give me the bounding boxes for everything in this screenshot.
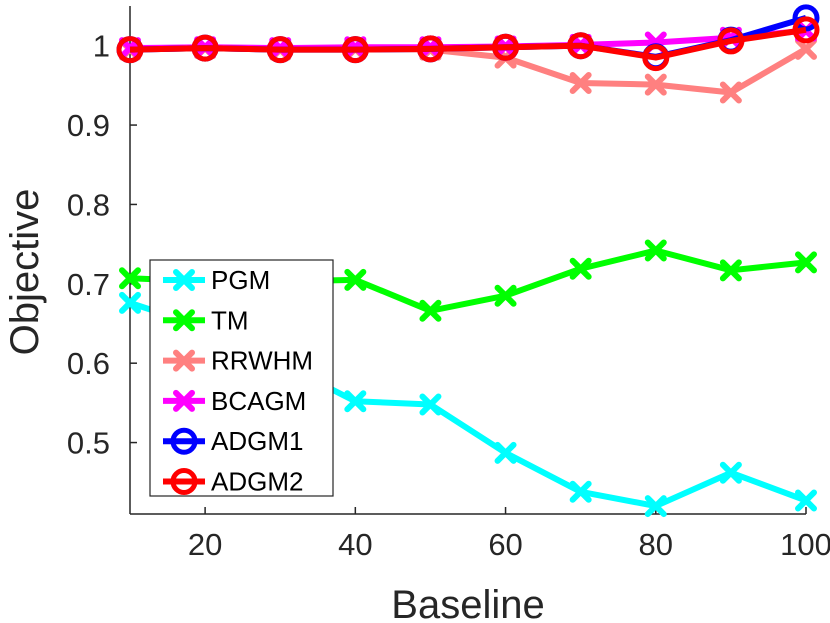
x-axis-label: Baseline (391, 583, 544, 623)
data-point-tm (795, 251, 817, 274)
legend-box (149, 259, 334, 497)
legend-item-tm: TM (163, 305, 249, 335)
data-point-pgm (119, 291, 141, 314)
legend-marker (173, 309, 195, 332)
data-point-adgm2 (191, 34, 219, 62)
legend-marker (173, 349, 195, 372)
data-point-pgm (644, 495, 667, 518)
axes: 20 40 60 80 100 0.5 0.6 0.7 0.8 0.9 1 (67, 6, 830, 562)
series-line-adgm2 (129, 26, 807, 61)
data-point-rrwhm (795, 37, 817, 60)
y-tick-label: 0.7 (67, 267, 110, 302)
legend-item-pgm: PGM (163, 265, 270, 295)
y-axis-label: Objective (3, 189, 47, 356)
data-point-tm (119, 267, 141, 290)
data-point-tm (569, 257, 592, 280)
y-tick-label: 0.5 (67, 426, 110, 461)
data-point-rrwhm (644, 73, 667, 96)
legend-label: ADGM1 (211, 426, 303, 456)
legend-item-adgm2: ADGM2 (163, 467, 303, 497)
legend-marker (170, 427, 198, 455)
x-tick-label: 60 (488, 527, 522, 562)
data-point-tm (494, 284, 517, 307)
data-point-adgm2 (416, 35, 444, 63)
data-point-adgm2 (567, 32, 595, 60)
x-tick-label: 20 (188, 527, 222, 562)
data-point-rrwhm (569, 71, 592, 94)
legend: PGM TM RRWHM BCAGM ADGM1 ADGM2 (149, 259, 334, 497)
y-tick-label: 1 (93, 29, 110, 64)
legend-item-rrwhm: RRWHM (163, 346, 313, 376)
legend-label: BCAGM (211, 386, 306, 416)
data-point-adgm2 (266, 36, 294, 64)
data-point-pgm (419, 393, 442, 416)
x-tick-label: 100 (780, 527, 830, 562)
legend-item-bcagm: BCAGM (163, 386, 306, 416)
legend-label: ADGM2 (211, 467, 303, 497)
data-point-adgm2 (792, 16, 820, 44)
legend-marker (173, 389, 195, 412)
data-point-tm (719, 259, 742, 282)
data-point-pgm (344, 390, 367, 413)
y-tick-label: 0.9 (67, 108, 110, 143)
data-point-adgm2 (642, 44, 670, 72)
data-point-pgm (719, 461, 742, 484)
data-point-pgm (494, 441, 517, 464)
data-point-pgm (569, 480, 592, 503)
legend-marker (173, 269, 195, 291)
data-point-adgm2 (116, 36, 144, 64)
data-point-adgm2 (717, 27, 745, 55)
series-adgm2 (116, 16, 820, 72)
data-point-adgm2 (492, 33, 520, 61)
data-point-pgm (795, 489, 817, 512)
data-point-tm (344, 268, 367, 291)
data-point-tm (644, 239, 667, 262)
data-point-tm (419, 299, 442, 322)
data-point-adgm2 (341, 36, 369, 64)
y-tick-label: 0.8 (67, 187, 110, 222)
data-point-adgm1 (792, 4, 820, 32)
legend-label: RRWHM (211, 346, 313, 376)
data-point-rrwhm (719, 81, 742, 104)
legend-marker (170, 468, 198, 495)
y-tick-label: 0.6 (67, 346, 110, 381)
legend-label: PGM (211, 265, 270, 295)
legend-label: TM (211, 305, 249, 335)
x-tick-label: 80 (639, 527, 673, 562)
legend-item-adgm1: ADGM1 (163, 426, 303, 456)
x-tick-label: 40 (338, 527, 372, 562)
